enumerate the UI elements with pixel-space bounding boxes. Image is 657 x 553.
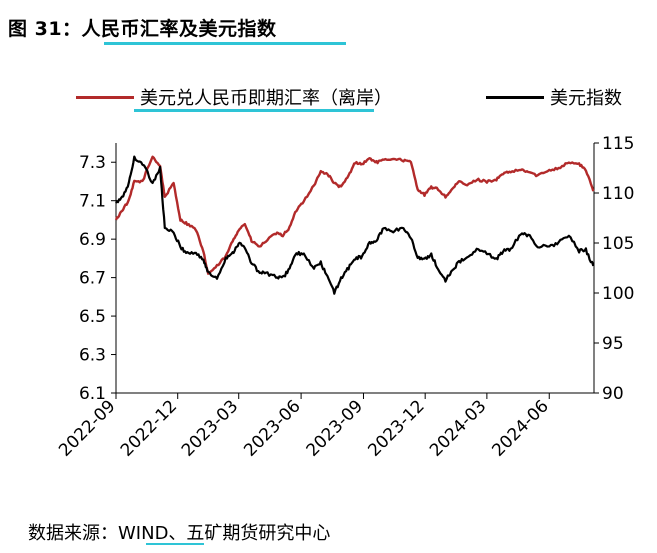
legend-swatch-cny — [76, 95, 134, 99]
right-tick-label: 95 — [602, 334, 624, 354]
cny-series-line — [114, 155, 595, 275]
x-tick-label: 2023-06 — [240, 396, 304, 460]
right-tick-label: 110 — [602, 184, 634, 204]
x-tick-label: 2023-12 — [364, 396, 428, 460]
legend-item-cny: 美元兑人民币即期汇率（离岸） — [76, 84, 392, 110]
x-tick-label: 2022-09 — [55, 396, 119, 460]
legend-label-cny: 美元兑人民币即期汇率（离岸） — [140, 88, 392, 109]
left-tick-label: 7.3 — [79, 153, 106, 173]
right-tick-label: 115 — [602, 134, 634, 154]
x-tick-label: 2024-03 — [426, 396, 490, 460]
source-note: 数据来源：WIND、五矿期货研究中心 — [28, 523, 331, 544]
legend-item-dxy: 美元指数 — [486, 84, 622, 110]
x-tick-label: 2024-06 — [488, 396, 552, 460]
chart-title: 图 31：人民币汇率及美元指数 — [8, 18, 277, 40]
x-tick-label: 2022-12 — [117, 396, 181, 460]
left-tick-label: 6.3 — [79, 346, 106, 366]
x-tick-label: 2023-09 — [303, 396, 367, 460]
right-tick-label: 105 — [602, 234, 634, 254]
legend-underline — [134, 109, 374, 112]
source-underline — [146, 543, 204, 545]
dxy-series-line — [115, 155, 595, 295]
left-tick-label: 6.9 — [79, 230, 106, 250]
left-tick-label: 6.5 — [79, 307, 106, 327]
x-tick-label: 2023-03 — [178, 396, 242, 460]
left-tick-label: 6.7 — [79, 269, 106, 289]
legend-swatch-dxy — [486, 95, 544, 99]
left-tick-label: 6.1 — [79, 384, 106, 404]
legend-label-dxy: 美元指数 — [550, 88, 622, 109]
right-tick-label: 100 — [602, 284, 634, 304]
right-tick-label: 90 — [602, 384, 624, 404]
title-underline — [104, 42, 346, 45]
left-tick-label: 7.1 — [79, 192, 106, 212]
